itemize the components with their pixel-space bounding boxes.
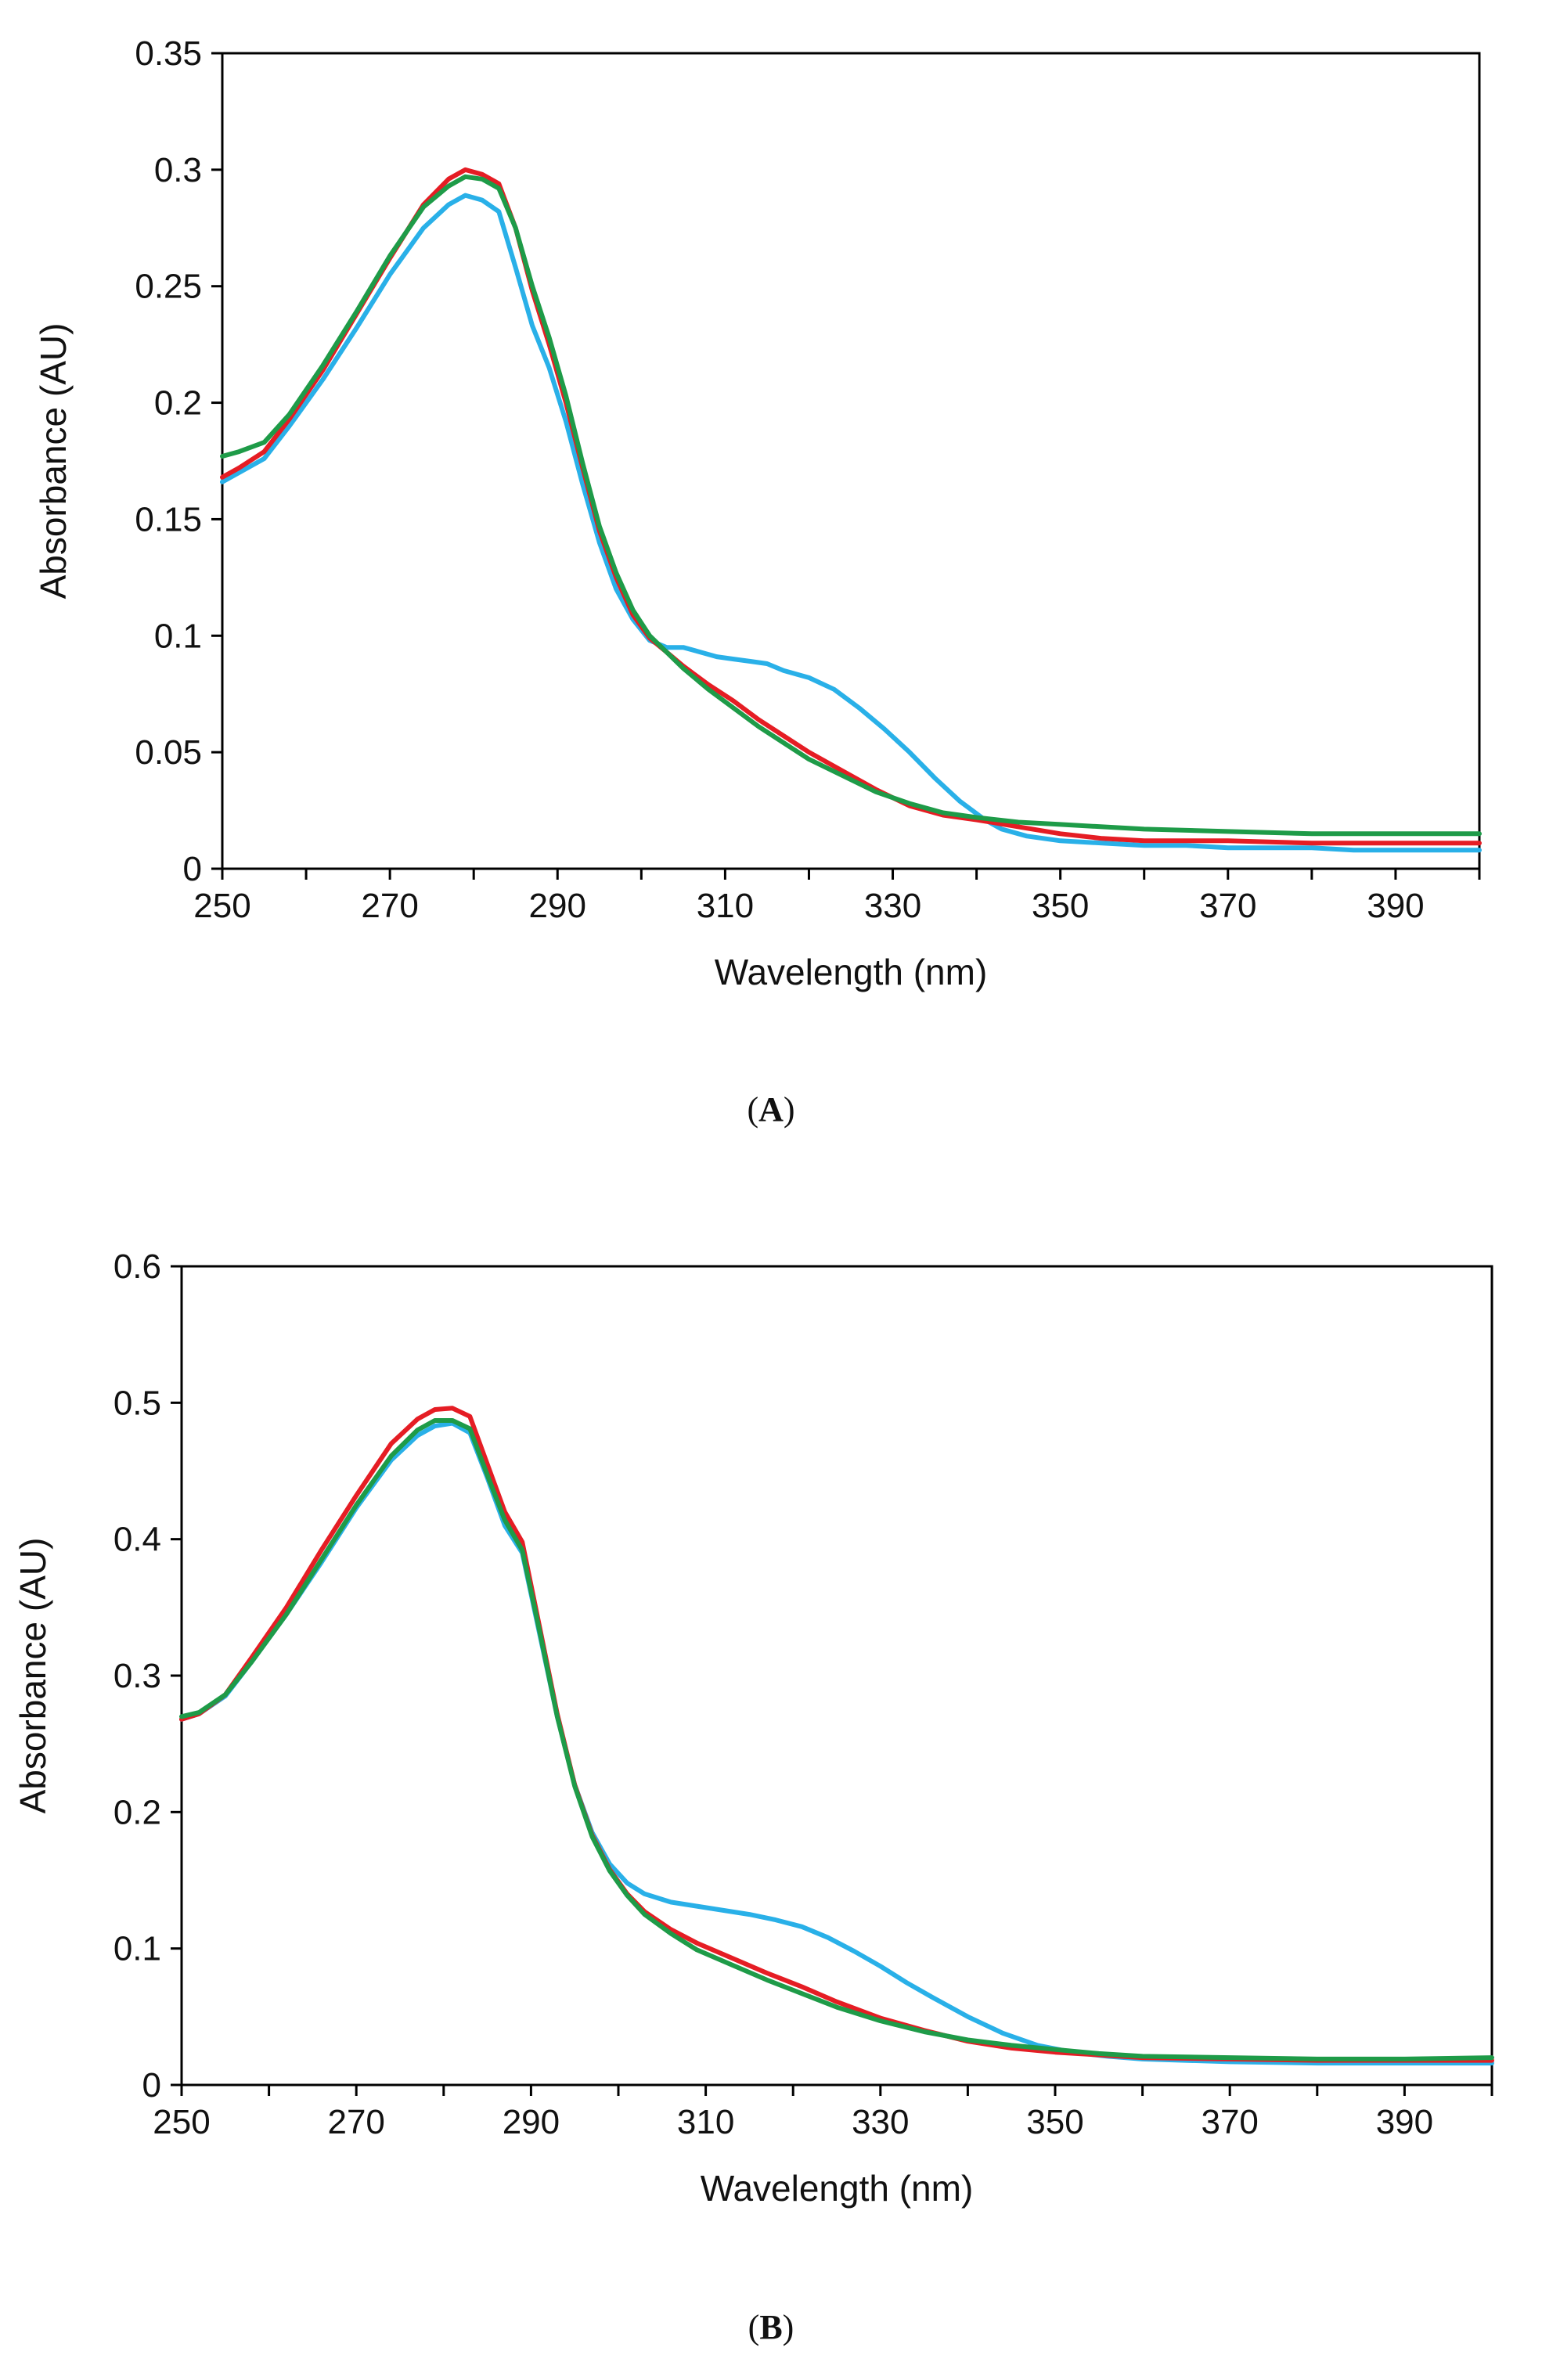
- y-tick-label: 0.2: [113, 1793, 161, 1831]
- series-line-red: [179, 1406, 1494, 2063]
- y-tick-label: 0.5: [113, 1384, 161, 1422]
- x-tick-label: 370: [1201, 2103, 1258, 2141]
- y-tick-label: 0.4: [113, 1521, 161, 1559]
- x-tick-label: 370: [1199, 887, 1256, 925]
- series-line-blue: [179, 1420, 1494, 2066]
- x-tick-label: 310: [677, 2103, 734, 2141]
- x-axis-label: Wavelength (nm): [701, 2168, 974, 2209]
- series-line-green: [179, 1418, 1494, 2061]
- series-line-blue: [220, 193, 1482, 853]
- x-tick-label: 270: [361, 887, 418, 925]
- x-tick-label: 290: [529, 887, 586, 925]
- y-tick-label: 0.3: [113, 1657, 161, 1695]
- y-axis-label: Absorbance (AU): [33, 323, 74, 600]
- x-tick-label: 270: [327, 2103, 384, 2141]
- y-tick-label: 0.25: [135, 268, 202, 306]
- x-tick-label: 330: [852, 2103, 909, 2141]
- x-tick-label: 390: [1376, 2103, 1433, 2141]
- y-tick-label: 0: [142, 2066, 161, 2105]
- y-tick-label: 0.15: [135, 500, 202, 538]
- x-tick-label: 250: [193, 887, 250, 925]
- y-tick-label: 0.1: [113, 1930, 161, 1968]
- series-line-green: [220, 174, 1482, 837]
- plot-frame: [180, 1265, 1493, 2087]
- series-line-red: [220, 167, 1482, 846]
- y-tick-label: 0: [183, 850, 202, 888]
- y-tick-label: 0.35: [135, 34, 202, 73]
- x-tick-label: 330: [864, 887, 921, 925]
- y-tick-label: 0.05: [135, 733, 202, 772]
- y-tick-label: 0.6: [113, 1248, 161, 1286]
- panel-label: (B): [748, 2308, 794, 2346]
- x-axis-label: Wavelength (nm): [715, 952, 988, 992]
- plot-frame: [221, 52, 1481, 870]
- chart-panel-a: 0 0.05 0.1 0.15 0.2 0.25 0.3 0.35 250 270 290 310 33…: [33, 34, 1482, 1129]
- y-tick-label: 0.1: [154, 617, 202, 655]
- y-tick-label: 0.2: [154, 384, 202, 423]
- panel-label: (A): [747, 1090, 794, 1129]
- x-tick-label: 290: [503, 2103, 560, 2141]
- y-tick-label: 0.3: [154, 151, 202, 189]
- x-tick-label: 390: [1367, 887, 1424, 925]
- x-tick-label: 350: [1032, 887, 1089, 925]
- y-axis-label: Absorbance (AU): [13, 1538, 53, 1814]
- x-tick-label: 310: [697, 887, 754, 925]
- chart-panel-b: 0 0.1 0.2 0.3 0.4 0.5 0.6 250 270 290 310 330 350 370…: [13, 1248, 1494, 2346]
- x-tick-label: 350: [1026, 2103, 1083, 2141]
- x-tick-label: 250: [153, 2103, 210, 2141]
